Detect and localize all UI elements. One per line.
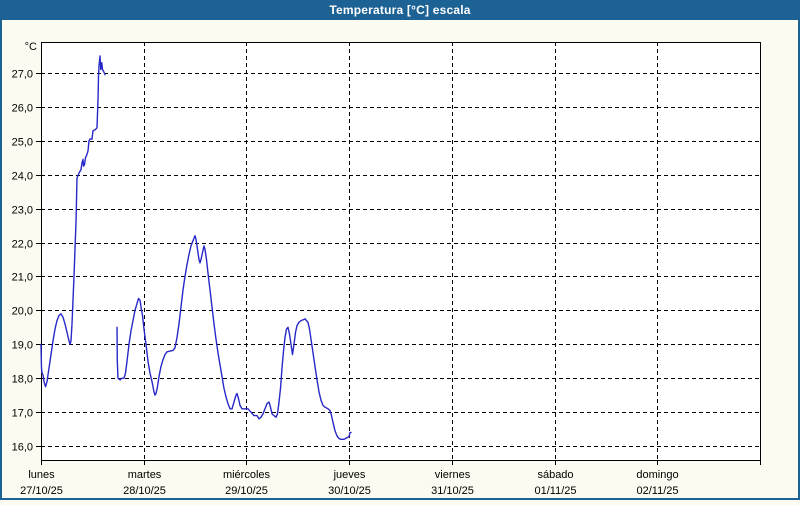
temperature-line [116, 234, 352, 440]
y-axis-tick-label: 22,0 [12, 239, 33, 251]
x-axis-day-label: jueves [333, 469, 366, 481]
y-axis-tick-label: 18,0 [12, 374, 33, 386]
y-axis-tick-label: 23,0 [12, 205, 33, 217]
temperature-line [40, 55, 106, 388]
x-axis-day-label: miércoles [223, 469, 271, 481]
y-axis-tick-label: 19,0 [12, 340, 33, 352]
x-axis-day-label: martes [128, 469, 162, 481]
x-axis-day-label: sábado [537, 469, 573, 481]
y-axis-tick-label: 17,0 [12, 408, 33, 420]
x-axis-date-label: 29/10/25 [225, 485, 268, 497]
plot-border [41, 42, 761, 461]
x-axis-date-label: 30/10/25 [328, 485, 371, 497]
y-axis-unit-label: °C [25, 41, 37, 53]
x-axis-date-label: 28/10/25 [123, 485, 166, 497]
y-axis-tick-label: 20,0 [12, 306, 33, 318]
x-axis-date-label: 01/11/25 [534, 485, 576, 497]
y-axis-tick-label: 21,0 [12, 272, 33, 284]
x-axis-date-label: 27/10/25 [20, 485, 63, 497]
x-axis-date-label: 02/11/25 [636, 485, 678, 497]
window-title: Temperatura [°C] escala [329, 3, 471, 17]
temperature-chart: 16,0 17,0 18,0 19,0 20,0 21,0 22,0 23,0 24,0 25,0… [12, 41, 761, 497]
y-axis-tick-label: 26,0 [12, 103, 33, 115]
window-titlebar[interactable]: Temperatura [°C] escala [0, 0, 800, 20]
x-axis-date-label: 31/10/25 [431, 485, 474, 497]
plot-background [41, 42, 760, 460]
x-axis-day-label: viernes [435, 469, 471, 481]
y-axis-tick-label: 25,0 [12, 137, 33, 149]
y-axis-tick-label: 27,0 [12, 69, 33, 81]
y-axis-tick-label: 16,0 [12, 442, 33, 454]
y-axis-tick-label: 24,0 [12, 171, 33, 183]
x-axis-day-label: lunes [28, 469, 55, 481]
x-axis-day-label: domingo [636, 469, 678, 481]
chart-area: 16,0 17,0 18,0 19,0 20,0 21,0 22,0 23,0 24,0 25,0… [0, 20, 800, 500]
